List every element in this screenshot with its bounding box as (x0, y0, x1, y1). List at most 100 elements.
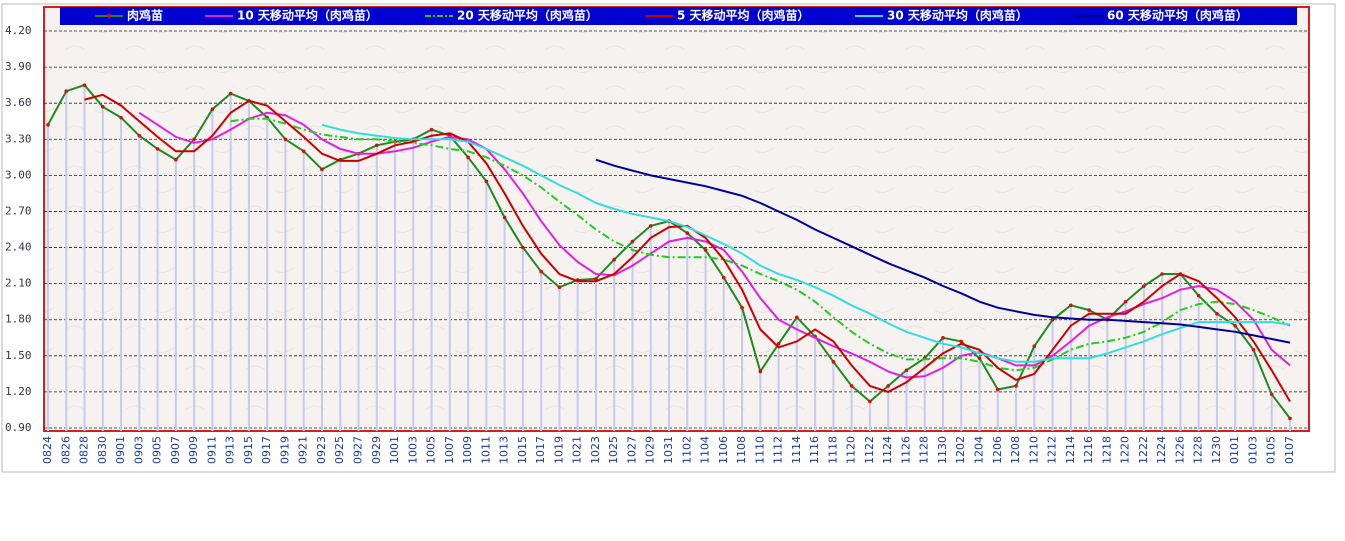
x-tick-label: 0905 (151, 436, 164, 464)
point (539, 269, 543, 274)
point (721, 275, 726, 280)
y-tick-label: 0.90 (5, 421, 32, 434)
legend-label: 5 天移动平均（肉鸡苗） (677, 8, 810, 23)
point (995, 387, 1000, 392)
point (46, 123, 50, 127)
x-tick-label: 0907 (169, 436, 182, 464)
x-tick-label: 0826 (59, 436, 72, 464)
point (502, 215, 507, 220)
point (831, 360, 836, 364)
x-tick-label: 1027 (625, 436, 638, 464)
x-tick-label: 1122 (863, 436, 876, 464)
x-tick-label: 1001 (388, 436, 401, 464)
x-tick-label: 1120 (845, 436, 858, 464)
point (740, 305, 744, 310)
x-tick-label: 0913 (224, 436, 237, 464)
x-tick-label: 1118 (826, 436, 839, 464)
x-tick-label: 1116 (808, 436, 821, 464)
point (648, 224, 653, 228)
y-tick-label: 1.80 (5, 313, 32, 326)
point (758, 369, 763, 374)
x-tick-label: 0824 (41, 436, 54, 464)
point (1050, 317, 1055, 322)
x-tick-label: 1011 (479, 436, 492, 464)
x-tick-label: 1114 (790, 436, 803, 464)
point (283, 137, 288, 142)
x-tick-label: 1202 (954, 436, 967, 464)
x-tick-label: 1126 (899, 436, 912, 464)
point (685, 231, 690, 235)
y-tick-label: 3.90 (5, 60, 32, 73)
point (228, 91, 233, 96)
point (849, 384, 854, 388)
point (1069, 303, 1073, 308)
x-tick-label: 1023 (589, 436, 602, 464)
x-tick-label: 1124 (881, 436, 894, 464)
y-tick-label: 2.10 (5, 277, 32, 290)
point (904, 368, 909, 373)
x-tick-label: 1108 (735, 436, 748, 464)
x-tick-label: 1210 (1027, 436, 1040, 464)
point (703, 248, 708, 252)
point (868, 399, 872, 404)
point (137, 133, 142, 138)
x-tick-label: 0923 (315, 436, 328, 464)
point (320, 167, 324, 172)
y-tick-label: 3.00 (5, 168, 32, 181)
x-tick-label: 1204 (973, 436, 986, 464)
x-tick-label: 0915 (242, 436, 255, 464)
point (1215, 311, 1219, 316)
x-tick-label: 1216 (1082, 436, 1095, 464)
point (119, 115, 123, 120)
x-tick-label: 1029 (644, 436, 657, 464)
legend-bar (60, 7, 1297, 25)
y-tick-label: 3.30 (5, 132, 32, 145)
x-tick-label: 1130 (936, 436, 949, 464)
x-tick-label: 1222 (1137, 436, 1150, 464)
point (484, 179, 489, 184)
x-tick-label: 1009 (461, 436, 474, 464)
legend-label: 10 天移动平均（肉鸡苗） (237, 8, 378, 23)
x-tick-label: 0105 (1265, 436, 1278, 464)
x-tick-label: 1218 (1100, 436, 1113, 464)
y-tick-label: 1.20 (5, 385, 32, 398)
x-tick-label: 1007 (443, 436, 456, 464)
x-tick-label: 1005 (425, 436, 438, 464)
series-line (321, 123, 1291, 363)
point (1142, 284, 1146, 288)
point (1251, 348, 1256, 352)
x-tick-label: 0828 (78, 436, 91, 464)
x-tick-label: 1212 (1046, 436, 1059, 464)
point (1196, 293, 1201, 298)
point (82, 83, 87, 87)
x-tick-label: 0101 (1228, 436, 1241, 464)
y-tick-label: 4.20 (5, 24, 32, 37)
point (64, 89, 69, 93)
x-tick-label: 0917 (260, 436, 273, 464)
point (1233, 323, 1238, 328)
x-tick-label: 1015 (516, 436, 529, 464)
x-tick-label: 1021 (571, 436, 584, 464)
x-tick-label: 1224 (1155, 436, 1168, 464)
x-tick-label: 1013 (498, 436, 511, 464)
x-tick-label: 0927 (352, 436, 365, 464)
point (959, 339, 964, 344)
y-tick-label: 2.70 (5, 204, 32, 217)
point (100, 104, 105, 109)
x-tick-label: 1206 (991, 436, 1004, 464)
point (886, 384, 890, 388)
y-tick-label: 1.50 (5, 349, 32, 362)
series-line (595, 158, 1291, 344)
x-tick-label: 0830 (96, 436, 109, 464)
y-tick-label: 3.60 (5, 96, 32, 109)
x-tick-label: 1017 (534, 436, 547, 464)
point (374, 143, 379, 148)
legend-label: 20 天移动平均（肉鸡苗） (457, 8, 598, 23)
x-tick-label: 0107 (1283, 436, 1296, 464)
point (1032, 344, 1037, 348)
x-tick-label: 1226 (1173, 436, 1186, 464)
point (192, 137, 196, 142)
plot-area (43, 6, 1310, 432)
x-tick-label: 1102 (680, 436, 693, 464)
